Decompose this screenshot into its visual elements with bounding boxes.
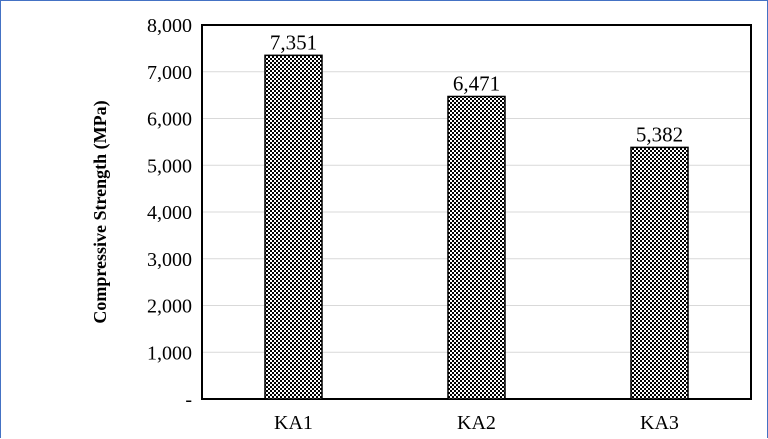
y-axis-ticks: - 1,000 2,000 3,000 4,000 5,000 6,000 7,000 8,00… xyxy=(147,15,192,411)
x-axis-ticks: KA1 KA2 KA3 xyxy=(274,412,679,434)
bar-ka2 xyxy=(447,95,506,400)
bars xyxy=(264,54,689,400)
y-tick-label: 7,000 xyxy=(147,62,192,84)
y-tick-label: - xyxy=(185,389,192,411)
y-tick-label: 4,000 xyxy=(147,202,192,224)
x-tick-label-ka1: KA1 xyxy=(274,412,313,434)
data-label-ka1: 7,351 xyxy=(270,30,317,54)
y-tick-label: 8,000 xyxy=(147,15,192,37)
x-tick-label-ka2: KA2 xyxy=(457,412,496,434)
data-label-ka2: 6,471 xyxy=(453,71,500,95)
y-tick-label: 1,000 xyxy=(147,342,192,364)
y-tick-label: 6,000 xyxy=(147,109,192,131)
x-tick-label-ka3: KA3 xyxy=(640,412,679,434)
y-tick-label: 3,000 xyxy=(147,249,192,271)
data-labels: 7,351 6,471 5,382 xyxy=(270,30,683,146)
bar-ka3 xyxy=(630,146,689,400)
y-tick-label: 2,000 xyxy=(147,296,192,318)
data-label-ka3: 5,382 xyxy=(636,122,683,146)
bar-ka1 xyxy=(264,54,323,400)
y-tick-label: 5,000 xyxy=(147,155,192,177)
y-axis-title: Compressive Strength (MPa) xyxy=(90,100,111,323)
